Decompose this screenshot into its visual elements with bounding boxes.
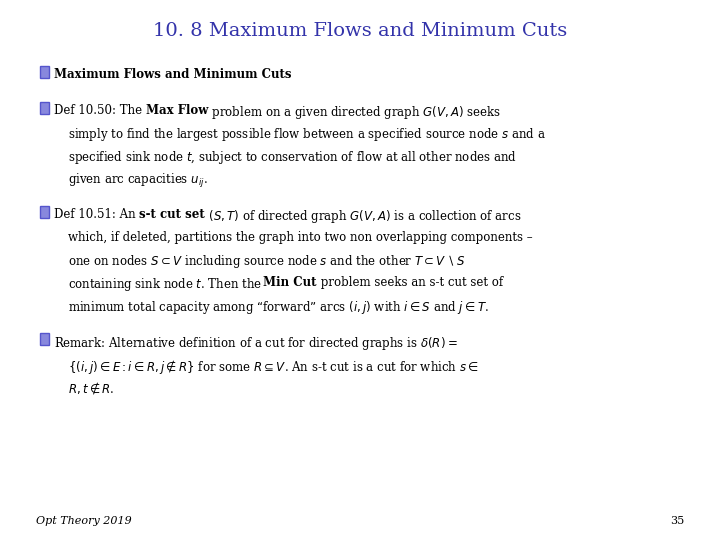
Text: $\{(i, j) \in E: i \in R, j \notin R\}$ for some $R \subseteq V$. An s-t cut is : $\{(i, j) \in E: i \in R, j \notin R\}$ … [68, 358, 480, 376]
FancyBboxPatch shape [40, 206, 49, 218]
Text: Max Flow: Max Flow [146, 104, 208, 117]
Text: given arc capacities $u_{ij}$.: given arc capacities $u_{ij}$. [68, 172, 208, 190]
Text: $(S, T)$ of directed graph $G(V, A)$ is a collection of arcs: $(S, T)$ of directed graph $G(V, A)$ is … [205, 208, 521, 225]
FancyBboxPatch shape [40, 102, 49, 114]
Text: specified sink node $t$, subject to conservation of flow at all other nodes and: specified sink node $t$, subject to cons… [68, 149, 518, 166]
Text: 10. 8 Maximum Flows and Minimum Cuts: 10. 8 Maximum Flows and Minimum Cuts [153, 22, 567, 39]
Text: which, if deleted, partitions the graph into two non overlapping components –: which, if deleted, partitions the graph … [68, 231, 533, 244]
Text: Def 10.51: An: Def 10.51: An [54, 208, 140, 221]
Text: Maximum Flows and Minimum Cuts: Maximum Flows and Minimum Cuts [54, 68, 292, 80]
Text: Opt Theory 2019: Opt Theory 2019 [36, 516, 132, 526]
FancyBboxPatch shape [40, 333, 49, 345]
Text: problem on a given directed graph $G(V, A)$ seeks: problem on a given directed graph $G(V, … [208, 104, 501, 121]
Text: Remark: Alternative definition of a cut for directed graphs is $\delta(R) =$: Remark: Alternative definition of a cut … [54, 335, 458, 352]
Text: 35: 35 [670, 516, 684, 526]
Text: Def 10.50: The: Def 10.50: The [54, 104, 146, 117]
Text: Min Cut: Min Cut [264, 276, 317, 289]
FancyBboxPatch shape [40, 66, 49, 78]
Text: containing sink node $t$. Then the: containing sink node $t$. Then the [68, 276, 264, 293]
Text: $R, t \notin R$.: $R, t \notin R$. [68, 381, 114, 396]
Text: problem seeks an s-t cut set of: problem seeks an s-t cut set of [317, 276, 503, 289]
Text: minimum total capacity among “forward” arcs $(i, j)$ with $i \in S$ and $j \in T: minimum total capacity among “forward” a… [68, 299, 489, 316]
Text: simply to find the largest possible flow between a specified source node $s$ and: simply to find the largest possible flow… [68, 126, 546, 144]
Text: s-t cut set: s-t cut set [140, 208, 205, 221]
Text: one on nodes $S \subset V$ including source node $s$ and the other $T \subset V : one on nodes $S \subset V$ including sou… [68, 253, 466, 271]
